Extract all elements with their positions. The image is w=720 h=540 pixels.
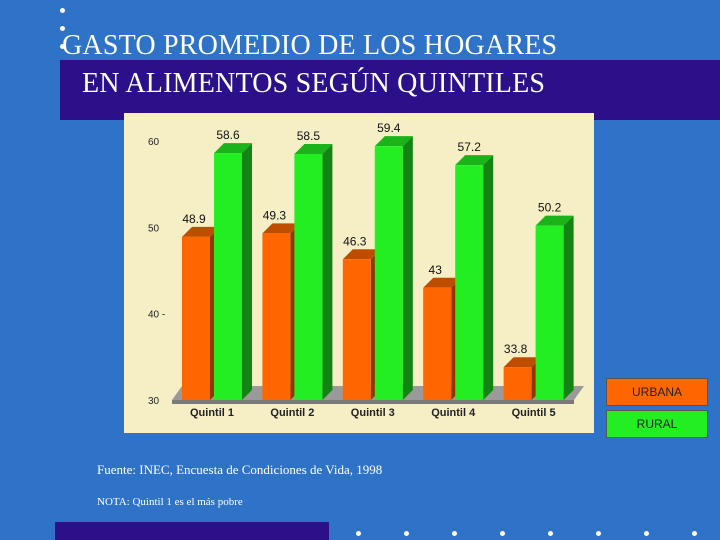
- value-label: 57.2: [458, 140, 482, 154]
- y-tick-label: 40 -: [148, 310, 165, 321]
- value-label: 59.4: [377, 121, 401, 135]
- bar-rural: [214, 153, 242, 400]
- bar-rural: [535, 225, 564, 400]
- y-tick-label: 50: [148, 223, 160, 234]
- page-title-line1: GASTO PROMEDIO DE LOS HOGARES: [62, 30, 558, 61]
- bullet-dots: [60, 8, 65, 62]
- bullet-dot: [60, 8, 65, 13]
- note-text: NOTA: Quintil 1 es el más pobre: [97, 496, 243, 508]
- bar-side: [563, 215, 574, 400]
- bar-urbana: [262, 233, 291, 400]
- x-tick-label: Quintil 1: [190, 407, 234, 419]
- bar-side: [322, 143, 333, 400]
- bar-urbana: [423, 287, 452, 400]
- value-label: 58.5: [297, 129, 321, 143]
- x-tick-label: Quintil 5: [512, 407, 556, 419]
- footer-dots: [356, 531, 720, 537]
- bar-top: [455, 155, 494, 166]
- value-label: 50.2: [538, 201, 562, 215]
- footer-dot: [596, 531, 601, 536]
- bullet-dot: [60, 44, 65, 49]
- value-label: 46.3: [343, 234, 367, 248]
- legend-urbana: URBANA: [606, 378, 708, 406]
- bar-rural: [294, 153, 323, 400]
- legend-rural: RURAL: [606, 410, 708, 438]
- x-tick-label: Quintil 4: [431, 407, 476, 419]
- footer-dot: [404, 531, 409, 536]
- bar-top: [214, 143, 252, 154]
- bullet-dot: [60, 26, 65, 31]
- footer-dot: [644, 531, 649, 536]
- y-tick-label: 30: [148, 396, 160, 407]
- bar-top: [535, 215, 574, 226]
- bar-side: [242, 143, 252, 400]
- bar-rural: [374, 146, 403, 400]
- source-text: Fuente: INEC, Encuesta de Condiciones de…: [97, 462, 383, 477]
- bar-top: [294, 143, 333, 154]
- bar-urbana: [182, 236, 210, 400]
- bar-top: [342, 249, 381, 260]
- bar-top: [182, 226, 220, 237]
- page-title-line2: EN ALIMENTOS SEGÚN QUINTILES: [82, 68, 546, 99]
- value-label: 49.3: [263, 208, 287, 222]
- footer-dot: [356, 531, 361, 536]
- footer-band: [55, 522, 329, 540]
- value-label: 33.8: [504, 342, 528, 356]
- bar-rural: [455, 165, 484, 400]
- bar-urbana: [342, 259, 371, 400]
- value-label: 48.9: [182, 212, 206, 226]
- x-tick-label: Quintil 2: [270, 407, 314, 419]
- footer-dot: [548, 531, 553, 536]
- value-label: 58.6: [216, 128, 240, 142]
- legend-urbana-label: URBANA: [631, 385, 682, 399]
- footer-dot: [500, 531, 505, 536]
- footer-dot: [692, 531, 697, 536]
- chart-floor-edge: [172, 400, 574, 404]
- chart-area: 30 40 - 50 60 48.9 58.6 Quintil 1 49.3 58.5 Quint…: [124, 113, 594, 433]
- footer-dot: [452, 531, 457, 536]
- bar-top: [503, 357, 542, 368]
- value-label: 43: [429, 263, 443, 277]
- title-band: [60, 60, 720, 120]
- x-tick-label: Quintil 3: [351, 407, 395, 419]
- y-tick-label: 60: [148, 137, 160, 148]
- bar-top: [423, 277, 462, 288]
- bar-side: [483, 155, 494, 400]
- bar-chart: 30 40 - 50 60 48.9 58.6 Quintil 1 49.3 58.5 Quint…: [148, 121, 584, 419]
- bar-top: [262, 223, 301, 234]
- legend-rural-label: RURAL: [636, 417, 678, 431]
- bar-urbana: [503, 367, 532, 400]
- bar-top: [374, 136, 413, 147]
- bar-side: [402, 136, 413, 400]
